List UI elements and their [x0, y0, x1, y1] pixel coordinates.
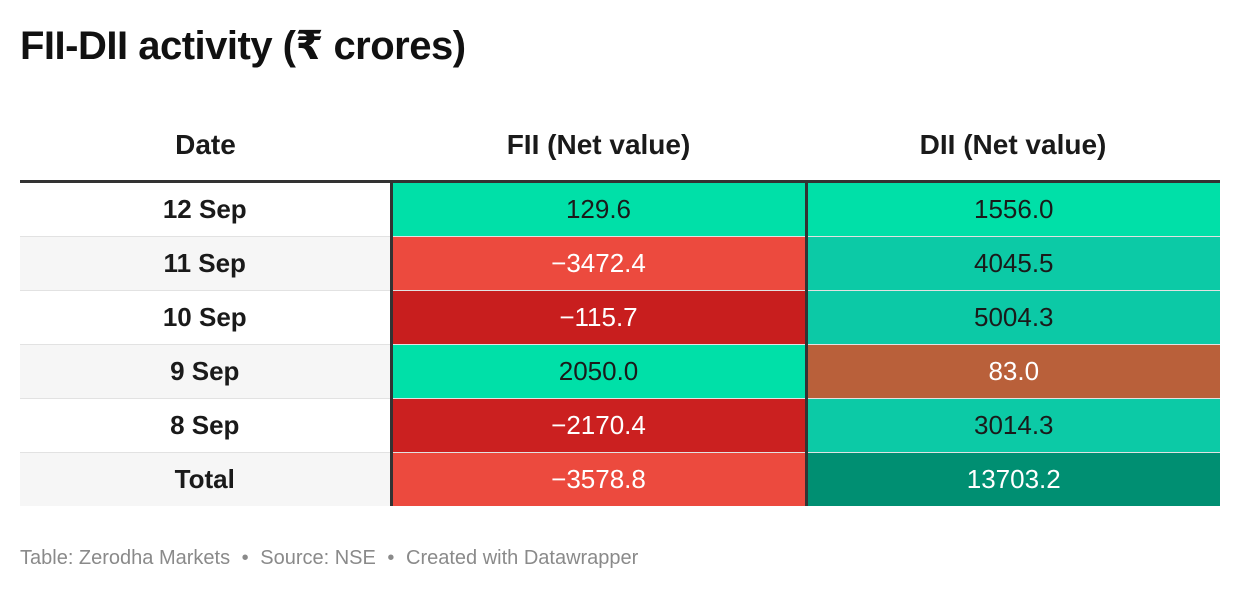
fii-value-cell: 2050.0	[389, 344, 806, 399]
source-note: Source: NSE	[260, 547, 376, 569]
dii-value-cell: 3014.3	[804, 398, 1220, 453]
fii-value-cell: −2170.4	[389, 398, 806, 453]
total-label-cell: Total	[20, 452, 391, 506]
fii-value-cell: −3472.4	[389, 236, 806, 291]
table-row: 11 Sep −3472.4 4045.5	[20, 236, 1220, 291]
total-row: Total −3578.8 13703.2	[20, 452, 1220, 506]
header-row: Date FII (Net value) DII (Net value)	[20, 110, 1220, 183]
dii-value-cell: 4045.5	[804, 236, 1220, 291]
footer-separator: •	[241, 547, 249, 569]
dii-value-cell: 83.0	[804, 344, 1220, 399]
chart-footer: Table: Zerodha Markets • Source: NSE • C…	[20, 545, 638, 571]
table-credit: Table: Zerodha Markets	[20, 547, 231, 569]
date-cell: 11 Sep	[20, 236, 391, 291]
date-cell: 10 Sep	[20, 290, 391, 345]
column-header-date[interactable]: Date	[20, 110, 391, 183]
table-row: 10 Sep −115.7 5004.3	[20, 290, 1220, 345]
data-table-container: Date FII (Net value) DII (Net value) 12 …	[20, 110, 1220, 506]
column-header-fii[interactable]: FII (Net value)	[391, 110, 806, 183]
date-cell: 9 Sep	[20, 344, 391, 399]
date-cell: 12 Sep	[20, 181, 391, 237]
table-body: 12 Sep 129.6 1556.0 11 Sep −3472.4 4045.…	[20, 181, 1220, 506]
date-cell: 8 Sep	[20, 398, 391, 453]
fii-total-cell: −3578.8	[389, 452, 806, 506]
table-row: 8 Sep −2170.4 3014.3	[20, 398, 1220, 453]
fii-value-cell: −115.7	[389, 290, 806, 345]
page-title: FII-DII activity (₹ crores)	[20, 24, 466, 68]
dii-value-cell: 5004.3	[804, 290, 1220, 345]
footer-separator: •	[387, 547, 395, 569]
table-row: 12 Sep 129.6 1556.0	[20, 181, 1220, 237]
fii-value-cell: 129.6	[389, 181, 806, 237]
table-row: 9 Sep 2050.0 83.0	[20, 344, 1220, 399]
dii-total-cell: 13703.2	[804, 452, 1220, 506]
created-with-link[interactable]: Created with Datawrapper	[406, 547, 639, 569]
fii-dii-table: Date FII (Net value) DII (Net value) 12 …	[20, 110, 1220, 506]
dii-value-cell: 1556.0	[804, 181, 1220, 237]
column-header-dii[interactable]: DII (Net value)	[806, 110, 1220, 183]
